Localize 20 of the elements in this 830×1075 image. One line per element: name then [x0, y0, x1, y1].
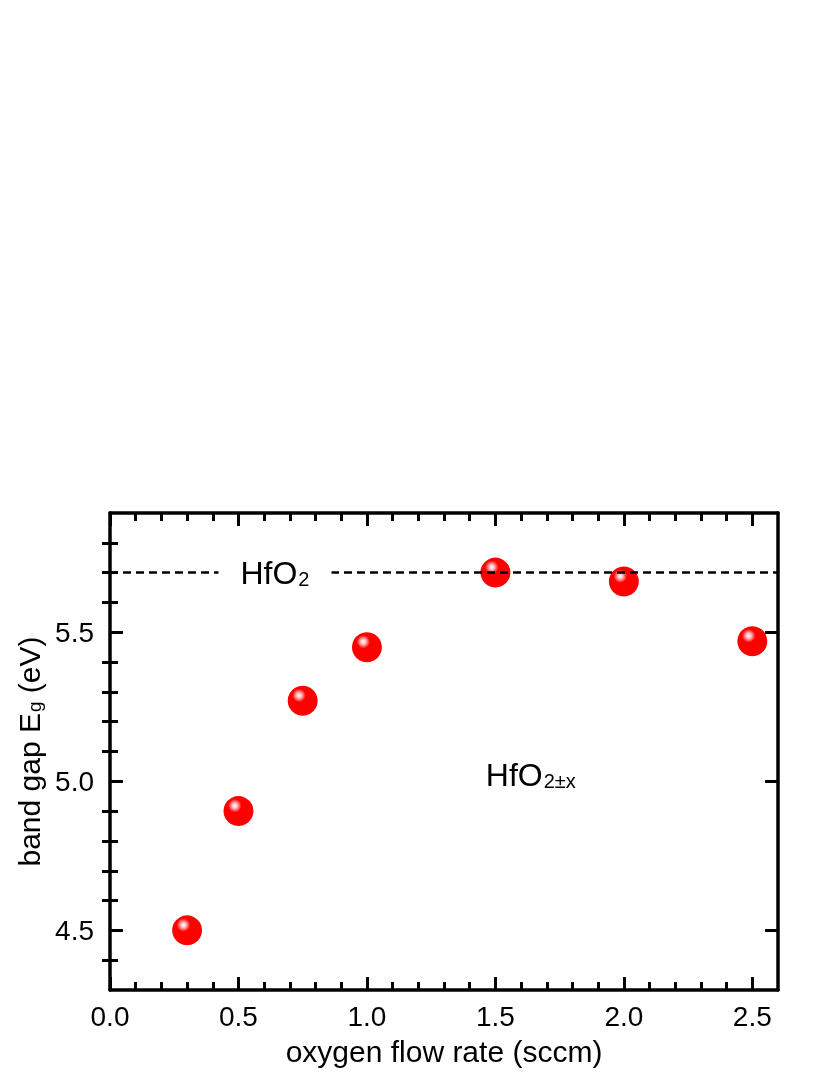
point: [480, 557, 511, 588]
point: [351, 632, 382, 663]
x-tick-label: 0.0: [90, 1000, 130, 1032]
y-tick-label: 5.0: [55, 765, 94, 797]
y-axis-title: band gap Eg (eV): [12, 636, 46, 867]
point: [223, 796, 254, 827]
x-tick-label: 0.5: [218, 1000, 258, 1032]
point: [737, 626, 768, 657]
x-tick-label: 2.0: [604, 1000, 644, 1032]
x-axis-title: oxygen flow rate (sccm): [285, 1034, 603, 1068]
x-tick-label: 2.5: [732, 1000, 772, 1032]
x-tick-label: 1.5: [475, 1000, 515, 1032]
y-tick-label: 4.5: [55, 914, 94, 946]
point: [172, 915, 203, 946]
annotation: HfO2±x: [485, 757, 576, 794]
y-tick-label: 5.5: [55, 616, 94, 648]
point: [287, 685, 318, 716]
point: [608, 566, 639, 597]
ref-line-label: HfO2: [240, 554, 310, 591]
x-tick-label: 1.0: [347, 1000, 387, 1032]
